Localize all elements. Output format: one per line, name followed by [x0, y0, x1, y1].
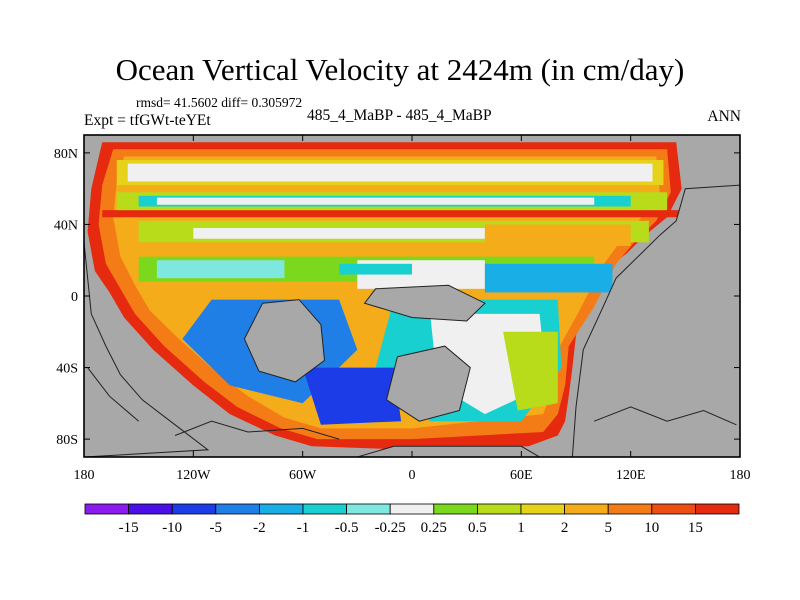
colorbar-swatch: [564, 503, 609, 515]
coastline-east: [594, 406, 737, 426]
x-tick-label: 120E: [616, 468, 646, 483]
colorbar-label: 10: [644, 520, 659, 536]
colorbar-label: -2: [253, 520, 266, 536]
colorbar-label: -5: [210, 520, 223, 536]
inner-land-west: [243, 299, 326, 383]
red-jet-band: [102, 210, 686, 218]
colorbar-swatch: [476, 503, 522, 515]
x-tick-label: 180: [74, 468, 95, 483]
white-streak: [156, 197, 595, 205]
x-tick-label: 0: [409, 468, 416, 483]
colorbar-swatch: [171, 503, 217, 515]
y-tick-label: 0: [71, 290, 78, 305]
colorbar-label: 2: [561, 520, 569, 536]
x-tick-label: 180: [730, 468, 751, 483]
south-deep-blue: [302, 367, 402, 425]
colorbar-label: -1: [297, 520, 310, 536]
west-land: [84, 242, 210, 457]
colorbar-swatch: [84, 503, 129, 515]
east-land: [571, 184, 740, 457]
season-label: ANN: [707, 108, 741, 125]
colorbar-swatch: [433, 503, 478, 515]
subtitle: 485_4_MaBP - 485_4_MaBP: [307, 107, 492, 124]
y-tick-label: 40S: [56, 362, 78, 377]
colorbar-label: 1: [517, 520, 525, 536]
coastline-south: [174, 420, 340, 440]
colorbar-label: 15: [688, 520, 703, 536]
colorbar-swatch: [607, 503, 653, 515]
chart-title: Ocean Vertical Velocity at 2424m (in cm/…: [115, 52, 685, 87]
inner-land-south: [385, 345, 471, 422]
south-yellow-patch: [503, 331, 558, 411]
colorbar: -15 -10 -5 -2 -1 -0.5 -0.25 0.25 0.5 1 2 5 10 15: [84, 503, 740, 536]
y-tick-label: 40N: [54, 218, 78, 233]
inner-land-central: [363, 284, 486, 322]
colorbar-label: 5: [604, 520, 612, 536]
y-tick-label: 80S: [56, 433, 78, 448]
colorbar-label: 0.5: [468, 520, 487, 536]
midlat-white-band: [193, 228, 485, 239]
tropical-cyan-strip: [339, 263, 412, 275]
colorbar-swatch: [258, 503, 304, 515]
colorbar-swatch: [520, 503, 565, 515]
y-axis: 80N 40N 0 40S 80S: [54, 147, 740, 448]
x-tick-label: 60E: [510, 468, 533, 483]
colorbar-label: 0.25: [421, 520, 447, 536]
north-white-band: [127, 163, 653, 182]
colorbar-label: -15: [119, 520, 139, 536]
experiment-label: Expt = tfGWt-teYEt: [84, 112, 211, 129]
stats-text: rmsd= 41.5602 diff= 0.305972: [136, 95, 303, 110]
colorbar-label: -10: [162, 520, 182, 536]
tropical-cyan-patch: [156, 260, 285, 279]
colorbar-swatch: [346, 503, 391, 515]
y-tick-label: 80N: [54, 147, 78, 162]
x-tick-label: 120W: [176, 468, 211, 483]
colorbar-swatch: [215, 503, 260, 515]
x-tick-label: 60W: [289, 468, 317, 483]
colorbar-label: -0.5: [335, 520, 359, 536]
colorbar-swatch: [651, 503, 696, 515]
colorbar-label: -0.25: [375, 520, 406, 536]
x-axis: 180 120W 60W 0 60E 120E 180: [74, 135, 751, 483]
coastlines: [87, 367, 737, 440]
colorbar-swatch: [389, 503, 435, 515]
south-land: [357, 445, 541, 457]
colorbar-swatch: [128, 503, 173, 515]
coastline-west: [87, 367, 140, 422]
ocean-field: [84, 142, 740, 457]
colorbar-swatch: [695, 503, 740, 515]
colorbar-swatch: [302, 503, 347, 515]
tropical-blue-patch: [484, 263, 613, 293]
east-orange-patch: [484, 224, 631, 246]
